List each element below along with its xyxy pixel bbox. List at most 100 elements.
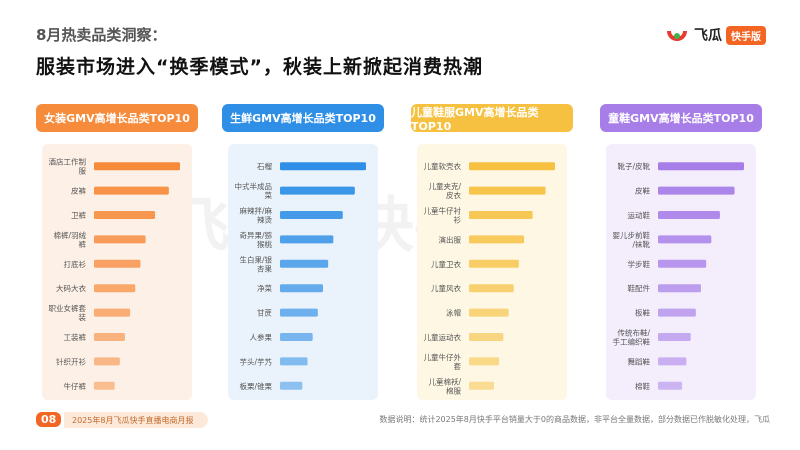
category-label: 甘蔗: [257, 308, 272, 318]
category-label: 卫裤: [71, 210, 86, 220]
bar: [280, 381, 303, 390]
report-title: 2025年8月飞瓜快手直播电商月报: [64, 412, 208, 428]
category-label: 中式半成品菜: [235, 181, 273, 200]
category-label: 皮裤: [71, 186, 86, 196]
category-label: 舞蹈鞋: [628, 356, 651, 366]
bar: [469, 308, 509, 317]
category-label: 婴儿步前鞋/袜靴: [613, 230, 651, 249]
bar: [658, 211, 720, 219]
bar: [469, 186, 546, 195]
category-label: 儿童牛仔外套: [424, 352, 462, 371]
category-label: 靴子/皮靴: [617, 161, 650, 171]
category-label: 儿童棉袄/棉服: [428, 376, 461, 395]
bar: [280, 308, 318, 317]
category-label: 演出服: [439, 234, 462, 244]
bar: [658, 235, 712, 244]
panel-kids-apparel: 儿童鞋服GMV高增长品类TOP10 儿童软壳衣 儿童夹克/皮衣 儿童牛仔衬衫 演出服儿…: [411, 104, 573, 400]
bar: [469, 381, 494, 390]
bar: [94, 308, 131, 317]
data-note: 数据说明：统计2025年8月快手平台销量大于0的商品数据，非平台全量数据，部分数…: [379, 415, 770, 424]
panel-body: 酒店工作制服 皮裤 卫裤 棉裤/羽绒裤 打底衫 大码大衣 职业女裤套装 工装裤 针织开衫 牛仔裤: [42, 144, 192, 400]
category-label: 打底衫: [64, 259, 87, 269]
bar: [469, 284, 514, 293]
bar: [94, 284, 136, 293]
bar: [280, 259, 329, 268]
bar: [658, 357, 687, 366]
bar: [280, 235, 334, 244]
category-label: 泳帽: [446, 308, 461, 318]
bar: [280, 284, 323, 293]
bar-chart-kids-shoes: 靴子/皮靴皮鞋运动鞋婴儿步前鞋/袜靴学步鞋鞋配件板鞋传统布鞋/手工编织鞋舞蹈鞋棉…: [613, 161, 744, 391]
category-label: 皮鞋: [635, 186, 650, 196]
bar: [658, 259, 707, 268]
category-label: 儿童卫衣: [431, 259, 461, 269]
bar: [94, 162, 180, 171]
logo-badge: 快手版: [726, 25, 766, 45]
panel-body: 石榴 中式半成品菜 麻辣拌/麻辣烫 奇异果/猕猴桃 生白果/银杏果 净菜 甘蔗 人参果 芋头/芋…: [228, 144, 378, 400]
bar: [94, 211, 156, 219]
bar: [94, 357, 120, 366]
bar: [658, 186, 735, 195]
category-label: 石榴: [257, 161, 272, 171]
bar: [469, 259, 519, 268]
category-label: 儿童牛仔衬衫: [424, 206, 462, 225]
bar: [469, 333, 504, 341]
bar: [658, 381, 683, 390]
bar: [280, 357, 308, 366]
category-label: 儿童风衣: [431, 283, 461, 293]
bar: [280, 162, 366, 171]
category-label: 儿童运动衣: [424, 332, 462, 342]
category-label: 酒店工作制服: [49, 157, 87, 176]
panel-title: 童鞋GMV高增长品类TOP10: [600, 104, 762, 132]
bar: [469, 357, 500, 366]
bar: [280, 186, 355, 195]
bar: [469, 162, 555, 171]
category-label: 净菜: [257, 283, 272, 293]
panel-title: 生鲜GMV高增长品类TOP10: [222, 104, 384, 132]
panel-body: 靴子/皮靴皮鞋运动鞋婴儿步前鞋/袜靴学步鞋鞋配件板鞋传统布鞋/手工编织鞋舞蹈鞋棉…: [606, 144, 756, 400]
panel-kids-shoes: 童鞋GMV高增长品类TOP10 靴子/皮靴皮鞋运动鞋婴儿步前鞋/袜靴学步鞋鞋配件…: [600, 104, 762, 400]
category-label: 板鞋: [635, 308, 650, 318]
panel-fresh-food: 生鲜GMV高增长品类TOP10 石榴 中式半成品菜 麻辣拌/麻辣烫 奇异果/猕猴桃 生白…: [222, 104, 384, 400]
category-label: 职业女裤套装: [49, 303, 87, 322]
page-number: 08: [36, 412, 62, 427]
category-label: 棉鞋: [635, 381, 650, 391]
bar: [658, 162, 744, 171]
feigua-logo-icon: [667, 31, 687, 41]
category-label: 鞋配件: [628, 283, 651, 293]
bar: [469, 211, 533, 219]
category-label: 牛仔裤: [64, 381, 87, 391]
logo: 飞瓜 快手版: [664, 22, 766, 48]
category-label: 传统布鞋/手工编织鞋: [613, 328, 651, 347]
category-label: 大码大衣: [56, 283, 86, 293]
panel-womens-wear: 女装GMV高增长品类TOP10 酒店工作制服 皮裤 卫裤 棉裤/羽绒裤 打底衫 大码大衣职…: [36, 104, 198, 400]
bar: [94, 235, 146, 244]
category-label: 学步鞋: [628, 259, 651, 269]
bar: [94, 333, 125, 341]
category-label: 生白果/银杏果: [239, 254, 272, 273]
bar: [469, 235, 525, 244]
bar: [94, 259, 141, 268]
category-label: 麻辣拌/麻辣烫: [239, 206, 272, 225]
category-label: 芋头/芋艿: [239, 356, 272, 366]
bar: [94, 186, 169, 195]
bar: [658, 308, 696, 317]
bar-chart-kids-apparel: 儿童软壳衣儿童夹克/皮衣儿童牛仔衬衫演出服儿童卫衣儿童风衣泳帽儿童运动衣儿童牛仔…: [424, 161, 555, 395]
section-title: 8月热卖品类洞察：: [36, 26, 167, 44]
category-label: 板栗/锥栗: [239, 381, 272, 391]
bar-chart-fresh-food: 石榴中式半成品菜麻辣拌/麻辣烫奇异果/猕猴桃生白果/银杏果净菜甘蔗人参果芋头/芋…: [235, 161, 366, 391]
category-label: 针织开衫: [56, 356, 86, 366]
bar: [658, 284, 701, 293]
logo-name: 飞瓜: [694, 28, 722, 44]
bar: [94, 381, 115, 390]
panel-body: 儿童软壳衣 儿童夹克/皮衣 儿童牛仔衬衫 演出服 儿童卫衣 儿童风衣 泳帽 儿童运动衣 儿童牛仔…: [417, 144, 567, 400]
category-label: 棉裤/羽绒裤: [53, 230, 86, 249]
bar: [280, 333, 313, 341]
page-headline: 服装市场进入“换季模式”，秋装上新掀起消费热潮: [36, 56, 483, 78]
bar: [280, 211, 343, 219]
category-label: 人参果: [250, 332, 273, 342]
category-label: 运动鞋: [628, 210, 651, 220]
panel-title: 儿童鞋服GMV高增长品类TOP10: [411, 104, 573, 133]
bar: [658, 333, 691, 341]
